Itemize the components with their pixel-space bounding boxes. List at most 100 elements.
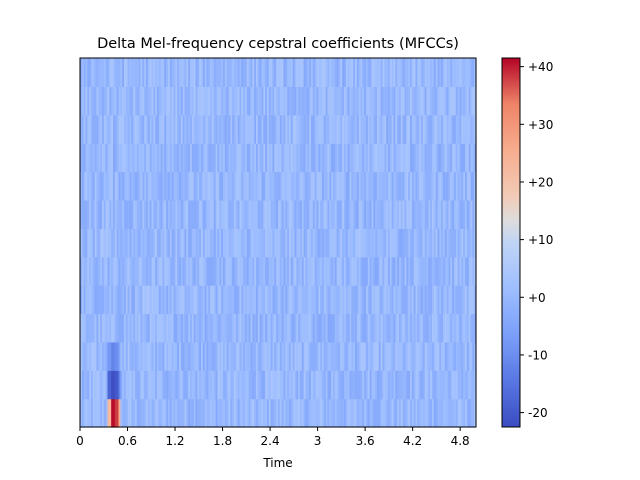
heatmap-cell xyxy=(217,228,220,258)
heatmap-cell xyxy=(184,398,187,428)
heatmap-cell xyxy=(157,256,160,286)
heatmap-cell xyxy=(353,370,356,400)
heatmap-cell xyxy=(158,341,162,371)
heatmap-cell xyxy=(241,199,244,229)
heatmap-cell xyxy=(127,285,131,315)
heatmap-cell xyxy=(421,199,424,229)
heatmap-cell xyxy=(215,199,219,229)
heatmap-cell xyxy=(366,370,369,400)
heatmap-cell xyxy=(188,199,191,229)
heatmap-cell xyxy=(270,313,274,343)
heatmap-cell xyxy=(80,313,83,343)
heatmap-cell xyxy=(201,199,204,229)
heatmap-cell xyxy=(94,199,98,229)
heatmap-cell xyxy=(140,114,143,144)
heatmap-cell xyxy=(439,228,442,258)
heatmap-cell xyxy=(428,370,431,400)
heatmap-cell xyxy=(443,86,446,116)
heatmap-cell xyxy=(344,114,347,144)
heatmap-cell xyxy=(358,313,362,343)
heatmap-cell xyxy=(212,398,215,428)
heatmap-cell xyxy=(375,313,378,343)
heatmap-cell xyxy=(318,86,321,116)
heatmap-cell xyxy=(131,114,134,144)
heatmap-cell xyxy=(395,199,398,229)
heatmap-cell xyxy=(454,86,457,116)
heatmap-cell xyxy=(135,86,138,116)
heatmap-cell xyxy=(195,143,198,173)
heatmap-cell xyxy=(320,313,323,343)
heatmap-cell xyxy=(149,58,153,87)
heatmap-cell xyxy=(384,341,387,371)
heatmap-cell xyxy=(226,398,230,428)
heatmap-cell xyxy=(408,256,411,286)
heatmap-cell xyxy=(179,285,182,315)
heatmap-cell xyxy=(237,228,241,258)
heatmap-cell xyxy=(389,313,393,343)
heatmap-cell xyxy=(457,143,461,173)
heatmap-cell xyxy=(182,171,186,201)
heatmap-cell xyxy=(404,171,407,201)
heatmap-cell xyxy=(433,86,437,116)
heatmap-cell xyxy=(202,398,206,428)
heatmap-cell xyxy=(173,370,176,400)
heatmap-cell xyxy=(393,256,396,286)
heatmap-cell xyxy=(307,143,310,173)
heatmap-cell xyxy=(180,398,184,428)
heatmap-cell xyxy=(89,143,92,173)
heatmap-cell xyxy=(322,114,325,144)
heatmap-cell xyxy=(468,58,472,87)
heatmap-cell xyxy=(206,313,209,343)
heatmap-cell xyxy=(259,285,263,315)
heatmap-cell xyxy=(215,86,219,116)
heatmap-cell xyxy=(263,58,266,87)
heatmap-cell xyxy=(109,228,112,258)
heatmap-cell xyxy=(85,370,88,400)
heatmap-cell xyxy=(386,398,389,428)
heatmap-cell xyxy=(437,370,440,400)
heatmap-cell xyxy=(235,370,239,400)
heatmap-cell xyxy=(400,171,404,201)
heatmap-cell xyxy=(210,199,213,229)
heatmap-cell xyxy=(158,313,162,343)
heatmap-cell xyxy=(384,370,387,400)
heatmap-cell xyxy=(261,341,264,371)
heatmap-cell xyxy=(419,370,422,400)
heatmap-cell xyxy=(347,370,351,400)
heatmap-cell xyxy=(331,228,334,258)
heatmap-cell xyxy=(175,313,178,343)
heatmap-cell xyxy=(235,341,239,371)
heatmap-cell xyxy=(125,341,129,371)
heatmap-cell xyxy=(213,341,217,371)
heatmap-cell xyxy=(452,58,455,87)
heatmap-cell xyxy=(340,285,343,315)
heatmap-cell xyxy=(322,398,325,428)
heatmap-cell xyxy=(160,58,164,87)
heatmap-cell xyxy=(138,143,142,173)
heatmap-cell xyxy=(179,199,182,229)
heatmap-cell xyxy=(91,171,94,201)
heatmap-cell xyxy=(237,341,241,371)
heatmap-cell xyxy=(454,341,457,371)
heatmap-cell xyxy=(309,370,312,400)
heatmap-cell xyxy=(182,143,186,173)
heatmap-cell xyxy=(94,58,98,87)
heatmap-cell xyxy=(428,143,431,173)
heatmap-cell xyxy=(272,143,275,173)
heatmap-cell xyxy=(105,58,109,87)
heatmap-cell xyxy=(210,228,213,258)
heatmap-cell xyxy=(129,228,132,258)
heatmap-cell xyxy=(210,398,213,428)
heatmap-cell xyxy=(116,58,120,87)
heatmap-cell xyxy=(98,58,101,87)
heatmap-cell xyxy=(113,256,116,286)
heatmap-cell xyxy=(290,313,294,343)
heatmap-cell xyxy=(378,398,382,428)
heatmap-cell xyxy=(118,398,121,428)
heatmap-cell xyxy=(316,398,319,428)
heatmap-cell xyxy=(217,285,220,315)
heatmap-cell xyxy=(367,228,371,258)
heatmap-cell xyxy=(157,370,160,400)
heatmap-cell xyxy=(454,171,457,201)
heatmap-cell xyxy=(358,370,362,400)
